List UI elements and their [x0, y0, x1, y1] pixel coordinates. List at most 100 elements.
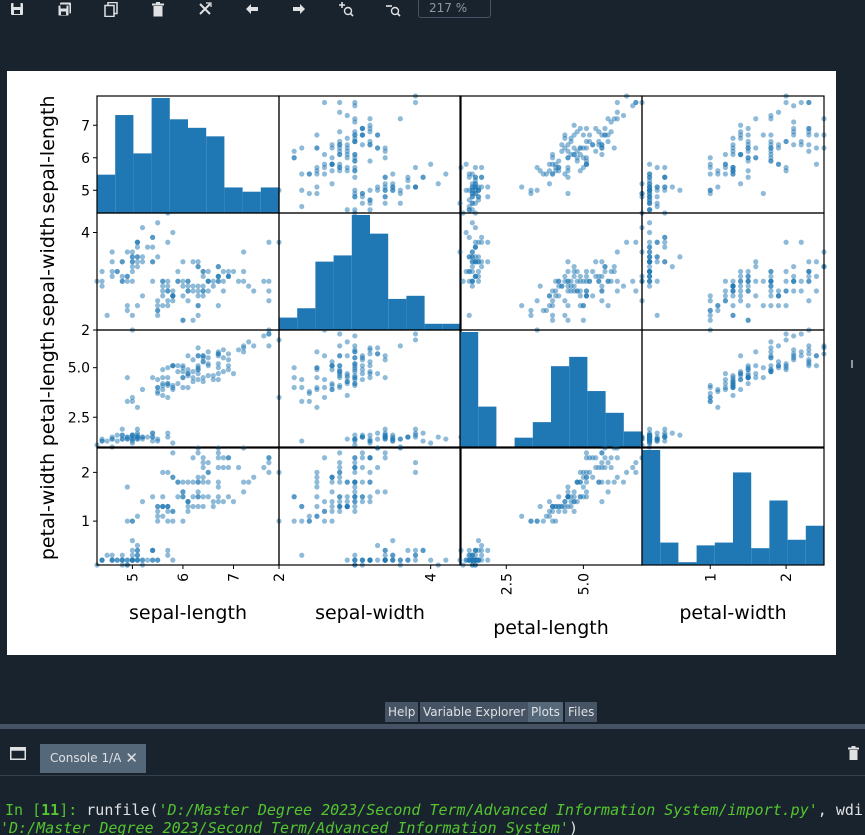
- point-sepal-width-vs-petal-length-13: [460, 278, 466, 284]
- point-petal-length-vs-sepal-length-61: [175, 380, 181, 387]
- point-sepal-length-vs-sepal-width-39: [382, 184, 388, 190]
- zoom-out-icon[interactable]: [382, 0, 404, 18]
- point-petal-length-vs-sepal-width-16: [420, 438, 426, 444]
- point-petal-length-vs-sepal-length-85: [180, 374, 186, 381]
- point-petal-length-vs-sepal-length-134: [185, 353, 191, 359]
- tab-variable-explorer[interactable]: Variable Explorer: [420, 702, 529, 722]
- point-sepal-width-vs-petal-width-108: [768, 303, 774, 309]
- point-petal-width-vs-sepal-length-106: [124, 484, 130, 490]
- zoom-level-field[interactable]: 217 %: [418, 0, 491, 18]
- next-icon[interactable]: [288, 0, 310, 18]
- point-sepal-length-vs-petal-width-135: [806, 99, 812, 106]
- tab-plots[interactable]: Plots: [528, 702, 563, 722]
- point-petal-length-vs-sepal-width-146: [314, 365, 320, 371]
- scatter-matrix-figure[interactable]: 5 6 7 sepal-length 2 4 sepal-width 2.5 5.0 petal-…: [7, 71, 836, 655]
- tab-files[interactable]: Files: [565, 702, 598, 722]
- point-sepal-width-vs-sepal-length-59: [139, 293, 146, 299]
- point-petal-length-vs-sepal-width-41: [299, 438, 305, 444]
- cell-frame-1-0: [96, 212, 280, 331]
- ipython-console[interactable]: In [11]: runfile('D:/Master Degree 2023/…: [0, 776, 865, 835]
- point-sepal-length-vs-sepal-width-78: [344, 155, 350, 161]
- remove-all-icon[interactable]: [194, 0, 216, 18]
- scrollbar-handle[interactable]: [851, 360, 853, 368]
- previous-icon[interactable]: [241, 0, 263, 18]
- point-sepal-width-vs-sepal-length-46: [134, 239, 141, 245]
- save-all-icon[interactable]: [53, 0, 75, 18]
- point-petal-width-vs-sepal-width-142: [329, 474, 335, 480]
- point-petal-width-vs-petal-length-64: [537, 503, 543, 510]
- point-petal-width-vs-sepal-length-127: [185, 479, 191, 485]
- point-petal-length-vs-sepal-length-97: [190, 378, 196, 385]
- point-sepal-width-vs-petal-length-141: [583, 273, 590, 279]
- point-sepal-width-vs-petal-width-56: [753, 264, 759, 270]
- point-petal-width-vs-petal-length-107: [620, 479, 627, 485]
- xlabel-sepal-length: sepal-length: [129, 602, 247, 624]
- point-sepal-length-vs-sepal-width-16: [420, 174, 426, 180]
- point-sepal-length-vs-sepal-width-106: [314, 190, 320, 197]
- point-petal-length-vs-petal-width-80: [715, 388, 721, 395]
- save-icon[interactable]: [6, 0, 28, 18]
- point-sepal-length-vs-petal-length-127: [577, 151, 583, 158]
- delete-icon[interactable]: [147, 0, 169, 18]
- point-sepal-length-vs-petal-length-44: [485, 184, 491, 190]
- point-sepal-length-vs-sepal-width-85: [382, 155, 388, 161]
- point-sepal-length-vs-petal-length-51: [565, 142, 571, 148]
- point-sepal-width-vs-petal-width-65: [737, 273, 744, 279]
- point-petal-width-vs-sepal-length-108: [215, 479, 221, 485]
- point-petal-width-vs-sepal-length-15: [165, 547, 171, 553]
- point-petal-length-vs-sepal-length-127: [185, 367, 191, 373]
- point-sepal-width-vs-sepal-length-144: [215, 264, 221, 270]
- point-sepal-width-vs-sepal-length-90: [155, 298, 161, 304]
- point-petal-length-vs-sepal-length-29: [114, 432, 120, 438]
- point-petal-width-vs-sepal-length-45: [119, 552, 125, 558]
- close-icon[interactable]: ✕: [125, 749, 138, 767]
- point-sepal-width-vs-petal-width-21: [662, 244, 668, 250]
- point-sepal-length-vs-petal-width-84: [745, 174, 751, 180]
- tab-console[interactable]: Console 1/A ✕: [40, 744, 146, 773]
- point-petal-length-vs-sepal-width-100: [374, 345, 381, 351]
- point-petal-length-vs-sepal-width-97: [344, 378, 350, 385]
- trash-icon[interactable]: [848, 745, 859, 764]
- point-petal-width-vs-petal-length-76: [574, 499, 580, 505]
- point-sepal-length-vs-sepal-width-98: [314, 184, 320, 190]
- point-sepal-width-vs-petal-width-8: [646, 283, 653, 289]
- point-sepal-width-vs-petal-width-147: [783, 278, 789, 284]
- point-sepal-width-vs-petal-length-46: [475, 239, 482, 245]
- point-petal-width-vs-sepal-length-31: [150, 547, 156, 553]
- point-sepal-width-vs-petal-width-106: [760, 303, 766, 309]
- tab-help[interactable]: Help: [385, 702, 419, 722]
- zoom-in-icon[interactable]: [335, 0, 357, 18]
- cell-frame-3-3: [641, 447, 825, 566]
- point-sepal-width-vs-petal-length-92: [549, 298, 556, 304]
- point-petal-width-vs-petal-length-45: [469, 552, 475, 558]
- point-petal-width-vs-sepal-length-19: [134, 552, 141, 558]
- point-sepal-width-vs-petal-width-41: [654, 312, 660, 318]
- copy-icon[interactable]: [100, 0, 122, 18]
- point-petal-length-vs-petal-width-104: [798, 349, 804, 355]
- point-petal-width-vs-sepal-length-140: [215, 450, 221, 456]
- point-petal-width-vs-sepal-width-6: [382, 552, 388, 558]
- point-sepal-width-vs-petal-width-92: [722, 298, 729, 304]
- point-petal-width-vs-sepal-width-33: [443, 557, 449, 563]
- point-petal-length-vs-sepal-length-81: [155, 390, 161, 397]
- point-sepal-width-vs-sepal-length-47: [109, 268, 115, 275]
- point-sepal-length-vs-petal-length-18: [478, 164, 485, 171]
- point-sepal-length-vs-petal-width-42: [646, 207, 653, 213]
- point-sepal-width-vs-sepal-length-16: [150, 234, 156, 240]
- point-petal-length-vs-sepal-width-82: [329, 386, 335, 393]
- browse-tabs-icon[interactable]: [10, 745, 26, 764]
- point-sepal-width-vs-sepal-length-140: [215, 273, 221, 279]
- plots-scrollbar[interactable]: [848, 28, 865, 698]
- point-sepal-length-vs-petal-length-58: [568, 135, 574, 141]
- point-petal-length-vs-sepal-length-148: [190, 357, 196, 363]
- point-sepal-length-vs-sepal-width-115: [367, 142, 373, 148]
- point-sepal-width-vs-petal-length-82: [546, 293, 553, 299]
- point-petal-width-vs-sepal-length-114: [170, 450, 176, 456]
- point-petal-length-vs-sepal-width-122: [337, 331, 343, 337]
- point-petal-width-vs-petal-length-122: [633, 469, 639, 475]
- point-petal-width-vs-sepal-length-132: [200, 460, 206, 466]
- pane-separator[interactable]: [0, 724, 865, 729]
- point-sepal-width-vs-sepal-length-63: [185, 283, 191, 289]
- point-petal-length-vs-petal-width-140: [813, 353, 820, 359]
- point-sepal-width-vs-petal-width-23: [669, 264, 675, 270]
